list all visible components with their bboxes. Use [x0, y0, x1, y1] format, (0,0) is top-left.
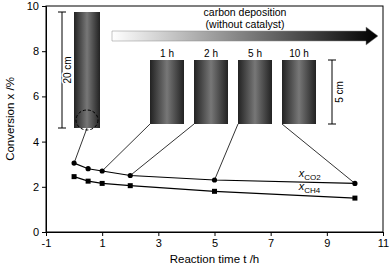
x-tick: 9: [324, 232, 330, 249]
series-label: xCH4: [298, 180, 321, 195]
sample-photo: [194, 60, 228, 124]
y-tick: 4: [33, 136, 46, 148]
y-axis-title: Conversion x /%: [4, 77, 16, 161]
x-axis-title: Reaction time t /h: [170, 253, 259, 265]
x-tick-label: -1: [42, 237, 52, 249]
y-tick-mark: [42, 96, 46, 97]
leader-line: [130, 124, 194, 176]
y-tick-label: 6: [33, 90, 39, 102]
x-tick-mark: [383, 232, 384, 236]
leader-line: [282, 124, 355, 183]
y-tick: 8: [33, 45, 46, 57]
series-marker: [352, 181, 357, 186]
series-marker: [71, 160, 76, 165]
y-axis: 0 2 4 6 8 10: [27, 0, 47, 238]
annotation: carbon deposition: [204, 6, 287, 18]
sample-photo: [282, 60, 316, 124]
x-tick: 3: [156, 232, 162, 249]
y-tick-mark: [42, 187, 46, 188]
x-tick-mark: [271, 232, 272, 236]
y-tick-label: 4: [33, 136, 39, 148]
y-tick-label: 0: [33, 226, 39, 238]
photo-insets: [58, 12, 378, 183]
series-marker: [100, 168, 105, 173]
y-tick-label: 8: [33, 45, 39, 57]
photo-label: 2 h: [204, 48, 218, 59]
series-marker: [352, 196, 357, 201]
x-tick-mark: [102, 232, 103, 236]
x-tick-label: 11: [378, 237, 389, 249]
y-tick: 6: [33, 90, 46, 102]
leader-line: [215, 124, 239, 180]
series-marker: [86, 166, 91, 171]
plot-area: [71, 160, 357, 200]
series-marker: [128, 183, 133, 188]
x-tick-label: 5: [212, 237, 218, 249]
sample-photo: [150, 60, 184, 124]
y-tick-mark: [42, 232, 46, 233]
y-tick: 10: [27, 0, 46, 12]
x-tick-mark: [327, 232, 328, 236]
annotation: (without catalyst): [206, 18, 285, 30]
x-tick: 7: [268, 232, 274, 249]
x-axis: -1 1 3 5 7 9 11: [42, 232, 390, 249]
x-tick-mark: [158, 232, 159, 236]
x-tick: 5: [212, 232, 218, 249]
scale-label: 5 cm: [334, 81, 345, 103]
x-axis-line: [47, 233, 384, 237]
y-tick-label: 2: [33, 181, 39, 193]
x-tick: 1: [100, 232, 106, 249]
chart: -1 1 3 5 7 9 11 0 2 4 6 8 10 Reaction time t /h Conver…: [0, 0, 391, 268]
x-tick: -1: [42, 232, 52, 249]
series-marker: [212, 189, 217, 194]
series-marker: [72, 174, 77, 179]
y-tick-mark: [42, 142, 46, 143]
y-tick: 2: [33, 181, 46, 193]
series-marker: [212, 177, 217, 182]
y-axis-line: [42, 7, 47, 233]
leader-line: [74, 128, 87, 163]
x-tick-mark: [215, 232, 216, 236]
series-marker: [128, 173, 133, 178]
x-tick-label: 7: [268, 237, 274, 249]
y-tick: 0: [33, 226, 46, 238]
x-tick-label: 9: [324, 237, 330, 249]
y-tick-label: 10: [27, 0, 39, 12]
x-tick-label: 1: [100, 237, 106, 249]
scale-label: 20 cm: [62, 56, 73, 83]
leader-line: [102, 124, 150, 171]
x-tick: 11: [378, 232, 389, 249]
x-tick-label: 3: [156, 237, 162, 249]
photo-label: 5 h: [248, 48, 262, 59]
sample-photo: [238, 60, 272, 124]
series-line: [74, 163, 355, 183]
y-tick-mark: [42, 51, 46, 52]
photo-label: 1 h: [160, 48, 174, 59]
y-tick-mark: [42, 6, 46, 7]
reactor-photo: [74, 12, 100, 128]
plot-frame: [46, 6, 383, 232]
series-marker: [100, 181, 105, 186]
photo-label: 10 h: [289, 48, 308, 59]
series-marker: [86, 179, 91, 184]
focus-circle: [76, 110, 98, 130]
